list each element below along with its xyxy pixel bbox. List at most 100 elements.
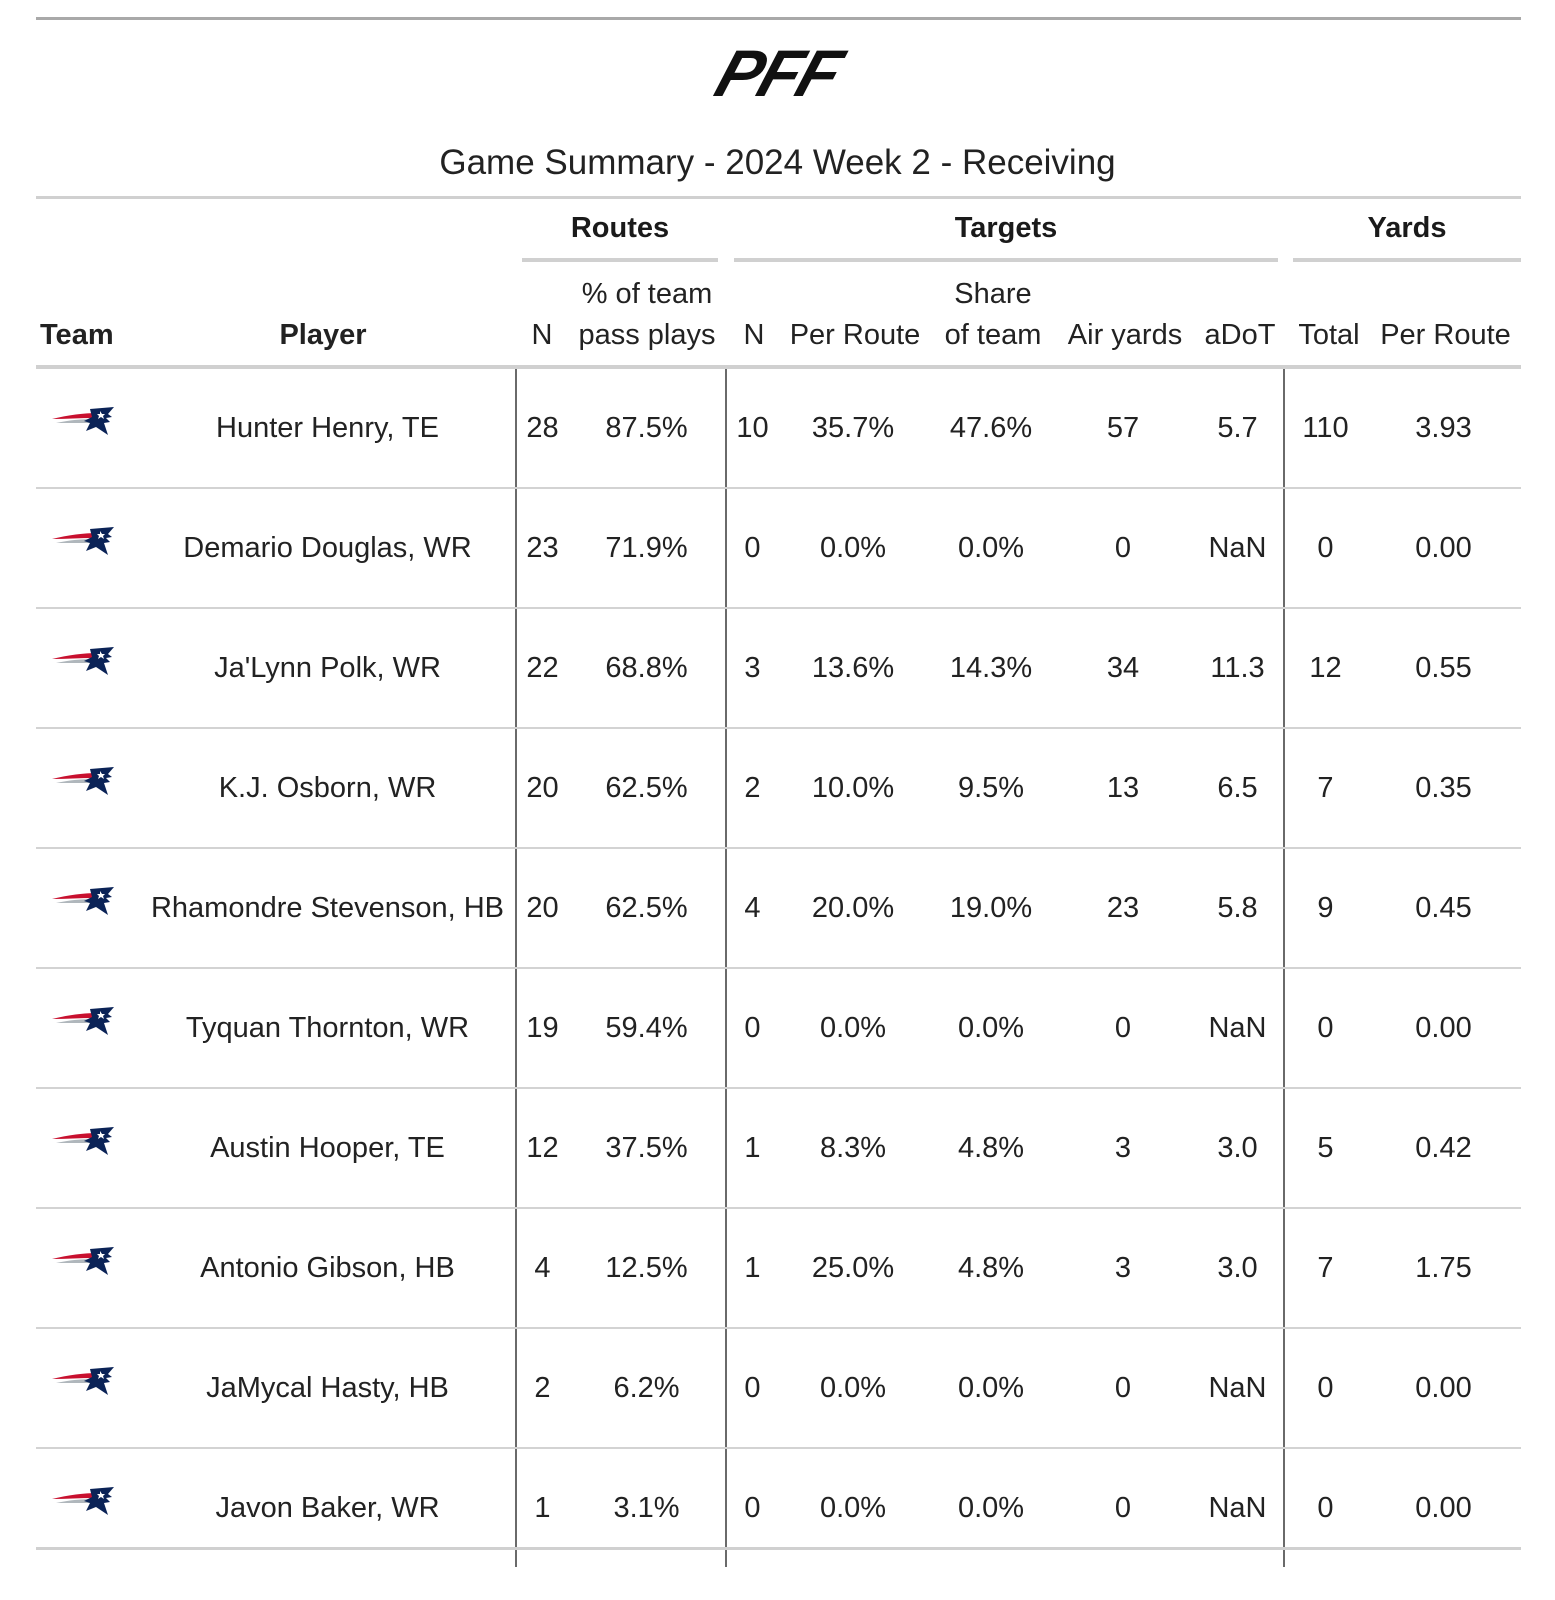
routes-pct-cell: 68.8% — [568, 608, 727, 729]
player-cell: Rhamondre Stevenson, HB — [140, 848, 517, 969]
yards-per-route-cell: 0.00 — [1366, 968, 1521, 1089]
team-cell — [36, 1088, 140, 1209]
receiving-table: Hunter Henry, TE 28 87.5% 10 35.7% 47.6% 57 5.7… — [36, 369, 1521, 1567]
col-team: Team — [40, 319, 114, 351]
targets-share-cell: 9.5% — [928, 728, 1054, 849]
col-yards-per-route: Per Route — [1380, 319, 1511, 351]
routes-pct-cell: 59.4% — [568, 968, 727, 1089]
yards-total-cell: 0 — [1284, 1328, 1366, 1449]
col-routes-pct-line1: % of team — [581, 278, 713, 310]
adot-cell: NaN — [1192, 1328, 1285, 1449]
adot-cell: NaN — [1192, 488, 1285, 609]
col-targets-share-line1: Share — [954, 278, 1032, 310]
air-yards-cell: 13 — [1054, 728, 1192, 849]
targets-n-cell: 10 — [726, 369, 778, 489]
targets-per-route-cell: 13.6% — [778, 608, 928, 729]
player-cell: Hunter Henry, TE — [140, 369, 517, 489]
spanner-routes: Routes — [570, 212, 670, 244]
adot-cell: 5.7 — [1192, 369, 1285, 489]
routes-pct-cell: 87.5% — [568, 369, 727, 489]
yards-per-route-cell: 3.93 — [1366, 369, 1521, 489]
targets-n-cell: 0 — [726, 488, 778, 609]
patriots-logo-icon — [52, 527, 114, 556]
targets-n-cell: 0 — [726, 1328, 778, 1449]
adot-cell: 11.3 — [1192, 608, 1285, 729]
bottom-border — [36, 1547, 1521, 1550]
air-yards-cell: 0 — [1054, 488, 1192, 609]
team-cell — [36, 728, 140, 849]
team-cell — [36, 1328, 140, 1449]
adot-cell: 3.0 — [1192, 1088, 1285, 1209]
pff-logo-text: PFF — [707, 44, 853, 102]
patriots-logo-icon — [52, 1487, 114, 1516]
col-adot: aDoT — [1204, 319, 1276, 351]
spanner-targets-line — [734, 258, 1278, 262]
title-divider — [36, 196, 1521, 199]
yards-per-route-cell: 0.00 — [1366, 488, 1521, 609]
col-routes-n: N — [531, 319, 553, 351]
routes-n-cell: 28 — [516, 369, 568, 489]
patriots-logo-icon — [52, 1247, 114, 1276]
routes-n-cell: 20 — [516, 848, 568, 969]
patriots-logo-icon — [52, 647, 114, 676]
air-yards-cell: 3 — [1054, 1088, 1192, 1209]
spanner-targets: Targets — [954, 212, 1058, 244]
routes-n-cell: 2 — [516, 1328, 568, 1449]
air-yards-cell: 0 — [1114, 1491, 1132, 1524]
targets-n-cell: 4 — [726, 848, 778, 969]
routes-pct-cell: 62.5% — [568, 848, 727, 969]
targets-per-route-cell: 0.0% — [819, 1491, 887, 1524]
yards-per-route-cell: 0.42 — [1366, 1088, 1521, 1209]
air-yards-cell: 57 — [1054, 369, 1192, 489]
targets-share-cell: 0.0% — [928, 1328, 1054, 1449]
col-targets-per-route: Per Route — [789, 319, 921, 351]
yards-total-cell: 0 — [1284, 968, 1366, 1089]
targets-share-cell: 14.3% — [928, 608, 1054, 729]
routes-n-cell: 12 — [516, 1088, 568, 1209]
yards-total-cell: 0 — [1284, 488, 1366, 609]
team-cell — [36, 369, 140, 489]
table-row: Tyquan Thornton, WR 19 59.4% 0 0.0% 0.0% 0 NaN 0… — [36, 968, 1521, 1089]
player-cell: Demario Douglas, WR — [140, 488, 517, 609]
yards-total-cell: 9 — [1284, 848, 1366, 969]
targets-per-route-cell: 8.3% — [778, 1088, 928, 1209]
targets-share-cell: 19.0% — [928, 848, 1054, 969]
player-cell: Tyquan Thornton, WR — [140, 968, 517, 1089]
team-cell — [36, 968, 140, 1089]
player-cell: K.J. Osborn, WR — [140, 728, 517, 849]
air-yards-cell: 34 — [1054, 608, 1192, 729]
targets-per-route-cell: 35.7% — [778, 369, 928, 489]
team-cell — [36, 608, 140, 729]
targets-share-cell: 47.6% — [928, 369, 1054, 489]
routes-pct-cell: 62.5% — [568, 728, 727, 849]
routes-n-cell: 1 — [534, 1491, 551, 1524]
yards-total-cell: 5 — [1284, 1088, 1366, 1209]
routes-pct-cell: 6.2% — [568, 1328, 727, 1449]
targets-n-cell: 2 — [726, 728, 778, 849]
table-row: Rhamondre Stevenson, HB 20 62.5% 4 20.0% 19.0… — [36, 848, 1521, 969]
targets-per-route-cell: 20.0% — [778, 848, 928, 969]
yards-per-route-cell: 0.00 — [1366, 1328, 1521, 1449]
targets-per-route-cell: 0.0% — [778, 488, 928, 609]
air-yards-cell: 0 — [1054, 968, 1192, 1089]
table-row: Antonio Gibson, HB 4 12.5% 1 25.0% 4.8% 3 3.0 7 1… — [36, 1208, 1521, 1329]
targets-n-cell: 1 — [726, 1088, 778, 1209]
yards-per-route-cell: 0.55 — [1366, 608, 1521, 729]
routes-n-cell: 4 — [516, 1208, 568, 1329]
adot-cell: NaN — [1192, 968, 1285, 1089]
yards-total-cell: 0 — [1317, 1491, 1334, 1524]
yards-total-cell: 7 — [1284, 728, 1366, 849]
routes-n-cell: 19 — [516, 968, 568, 1089]
patriots-logo-icon — [52, 1007, 114, 1036]
top-border — [36, 17, 1521, 20]
routes-pct-cell: 37.5% — [568, 1088, 727, 1209]
yards-per-route-cell: 0.35 — [1366, 728, 1521, 849]
col-targets-n: N — [743, 319, 765, 351]
player-cell: Ja'Lynn Polk, WR — [140, 608, 517, 729]
targets-per-route-cell: 10.0% — [778, 728, 928, 849]
player-cell: Antonio Gibson, HB — [140, 1208, 517, 1329]
table-row: K.J. Osborn, WR 20 62.5% 2 10.0% 9.5% 13 6.5 7 0.… — [36, 728, 1521, 849]
air-yards-cell: 23 — [1054, 848, 1192, 969]
targets-n-cell: 3 — [726, 608, 778, 729]
spanner-routes-line — [522, 258, 718, 262]
